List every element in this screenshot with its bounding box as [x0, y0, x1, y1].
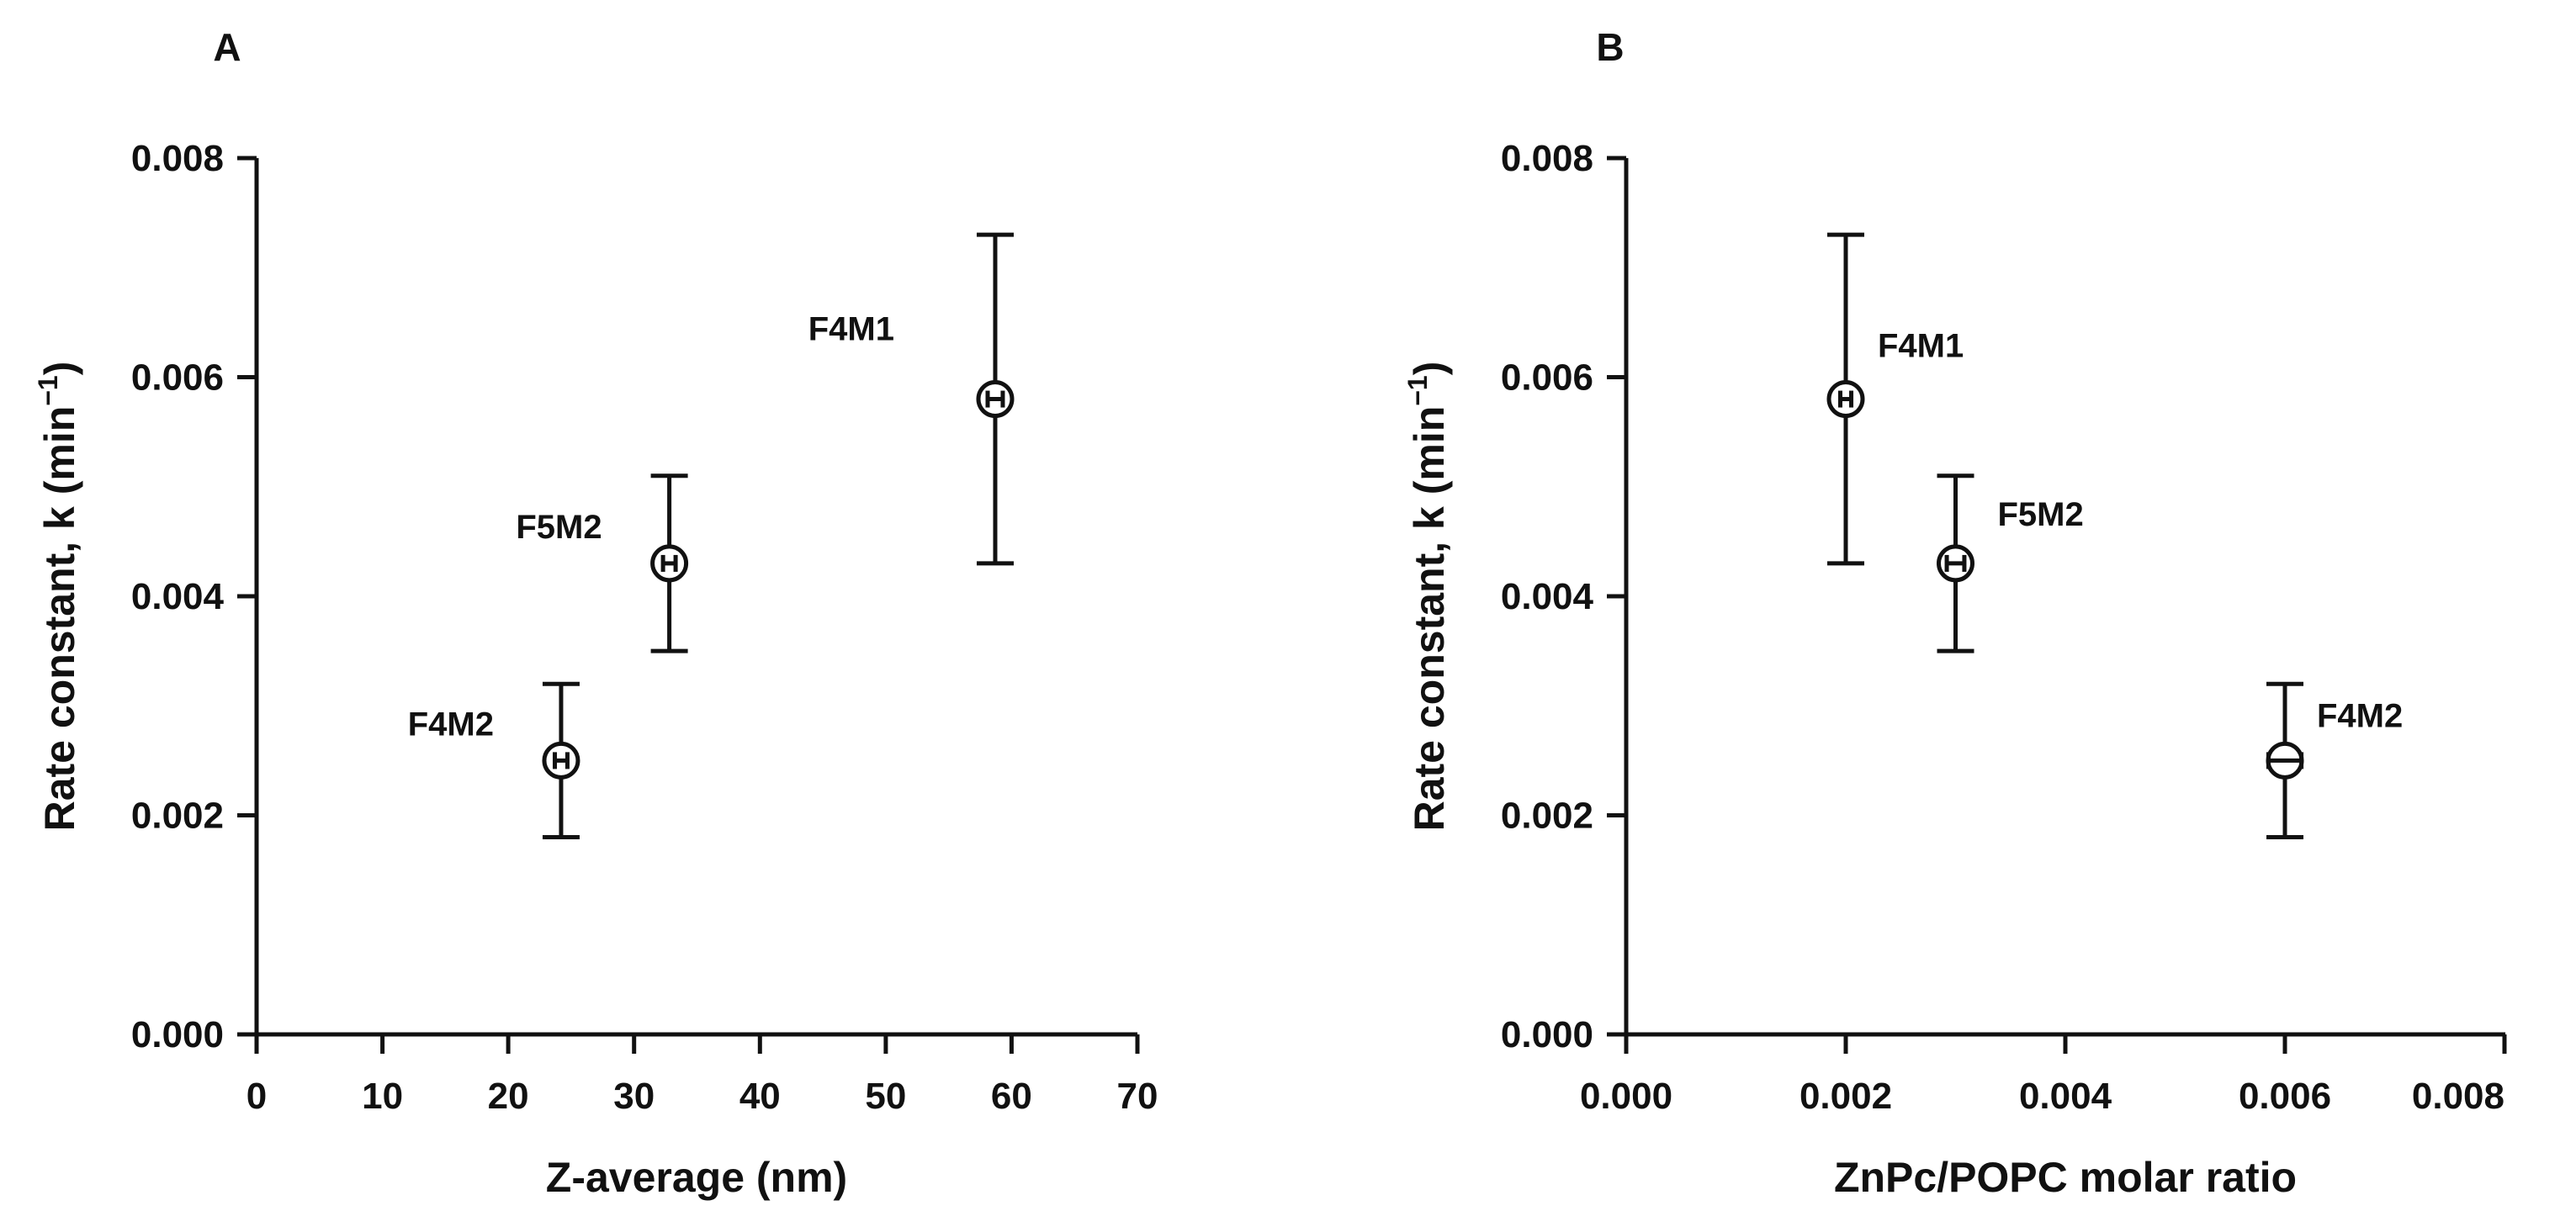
panel-a-y-axis-title-close: ) [36, 362, 83, 376]
panel-a-x-tick-label: 60 [991, 1076, 1032, 1117]
panel-a-x-axis-title: Z-average (nm) [546, 1154, 847, 1201]
panel-b-letter: B [1596, 25, 1624, 69]
panel-a-y-tick-label: 0.004 [131, 576, 225, 617]
panel-b: B 0.000 0.002 0.004 0.006 0.008 0.000 0.… [1402, 25, 2507, 1201]
panel-b-points: F4M1 F5M2 F4M2 [1826, 232, 2403, 840]
point-label-f4m2: F4M2 [408, 706, 494, 743]
panel-a-y-tick-label: 0.002 [131, 796, 224, 837]
panel-a-x-tick-label: 20 [488, 1076, 529, 1117]
panel-b-y-tick-label: 0.008 [1501, 138, 1593, 179]
panel-b-y-tick-label: 0.006 [1501, 357, 1593, 399]
point-label-f5m2: F5M2 [1998, 496, 2084, 533]
panel-b-y-axis-title-main: Rate constant, k (min [1406, 406, 1453, 832]
panel-b-y-tick-label: 0.002 [1501, 796, 1593, 837]
panel-a-x-tick-label: 40 [739, 1076, 781, 1117]
panel-b-x-tick-label: 0.000 [1580, 1076, 1672, 1117]
panel-a-x-tick-label: 30 [613, 1076, 655, 1117]
panel-b-y-axis-title: Rate constant, k (min−1) [1402, 362, 1453, 832]
panel-b-x-tick-label: 0.006 [2239, 1076, 2331, 1117]
point-label-f5m2: F5M2 [516, 509, 602, 546]
point-label-f4m2: F4M2 [2317, 697, 2403, 734]
panel-b-x-tick-label: 0.004 [2019, 1076, 2112, 1117]
panel-a-x-tick-label: 0 [246, 1076, 267, 1117]
panel-b-y-tick-label: 0.004 [1501, 576, 1594, 617]
point-label-f4m1: F4M1 [808, 311, 894, 348]
panel-a-x-tick-label: 70 [1117, 1076, 1158, 1117]
panel-a-y-tick-label: 0.008 [131, 138, 224, 179]
panel-b-x-axis-title: ZnPc/POPC molar ratio [1834, 1154, 2297, 1201]
panel-a-y-axis-title-sup: −1 [33, 375, 63, 405]
panel-b-x-tick-label: 0.002 [1799, 1076, 1892, 1117]
panel-a-x-tick-label: 50 [865, 1076, 906, 1117]
panel-b-y-tick-label: 0.000 [1501, 1014, 1593, 1055]
panel-a-y-tick-label: 0.000 [131, 1014, 224, 1055]
panel-a-y-axis-title: Rate constant, k (min−1) [33, 362, 83, 832]
panel-b-y-axis-title-close: ) [1406, 362, 1453, 376]
panel-a-points: F4M2 F5M2 F4M1 [408, 232, 1015, 840]
panel-b-x-tick-label: 0.008 [2412, 1076, 2504, 1117]
panel-a-y-tick-label: 0.006 [131, 357, 224, 399]
panel-a: A 0.000 0.002 0.004 0.006 0.008 0 10 [33, 25, 1158, 1201]
panel-a-y-axis-title-main: Rate constant, k (min [36, 406, 83, 832]
panel-a-letter: A [213, 25, 241, 69]
point-label-f4m1: F4M1 [1878, 328, 1964, 365]
panel-b-y-axis-title-sup: −1 [1402, 375, 1433, 405]
panel-a-x-tick-label: 10 [362, 1076, 403, 1117]
